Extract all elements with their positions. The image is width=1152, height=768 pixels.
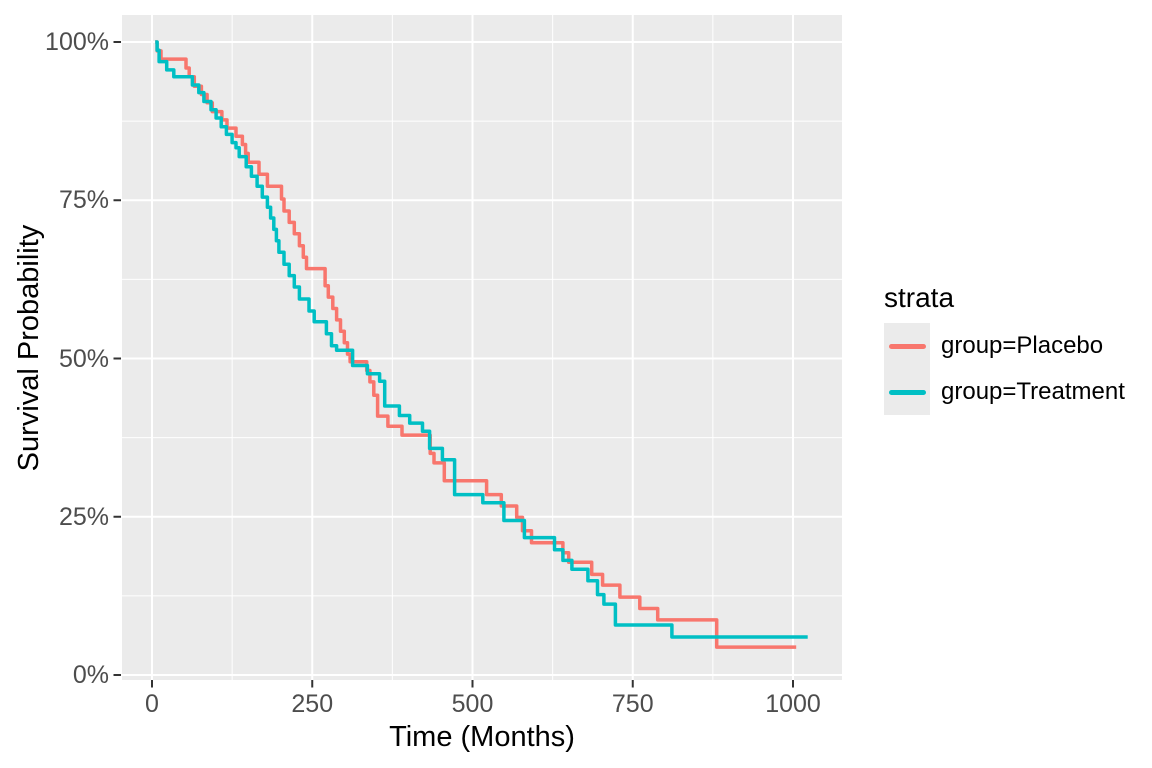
legend-key-swatch [884,369,930,415]
legend: strata group=Placebo group=Treatment [884,282,1125,415]
legend-item-treatment: group=Treatment [884,369,1125,415]
legend-label-treatment: group=Treatment [941,378,1125,405]
legend-label-placebo: group=Placebo [941,332,1104,359]
x-tick-label: 0 [145,690,159,718]
x-tick-label: 250 [291,690,334,718]
x-tick-label: 1000 [765,690,821,718]
survival-curve-treatment [155,40,808,639]
y-tick-label: 100% [45,28,109,56]
x-axis-title: Time (Months) [389,721,575,753]
y-tick-label: 0% [72,661,109,689]
y-tick-label: 25% [58,502,109,531]
legend-key-swatch [884,323,930,369]
y-tick-label: 75% [58,186,109,215]
treatment-line-sample [888,389,926,395]
legend-item-placebo: group=Placebo [884,323,1125,369]
placebo-line-sample [888,343,926,349]
plot-panel [122,15,842,680]
x-tick-label: 750 [611,690,654,718]
x-tick-label: 500 [451,690,494,718]
legend-title: strata [884,282,955,313]
y-tick-label: 50% [58,344,109,373]
